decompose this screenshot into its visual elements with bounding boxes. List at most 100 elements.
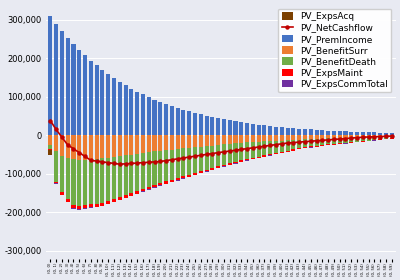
Bar [367, 132, 371, 135]
Bar [291, 128, 296, 135]
Bar [124, 85, 128, 135]
Bar [349, 132, 353, 135]
Bar [83, 55, 87, 135]
Bar [118, 82, 122, 135]
Bar [112, 135, 116, 157]
Bar [72, 135, 76, 159]
Bar [60, 31, 64, 135]
Bar [48, 149, 52, 150]
Bar [66, 135, 70, 158]
Bar [344, 131, 348, 135]
Bar [48, 135, 52, 145]
Bar [164, 135, 168, 150]
Bar [48, 145, 52, 149]
Bar [135, 92, 139, 135]
Bar [297, 135, 301, 140]
Bar [326, 135, 330, 138]
Bar [158, 135, 162, 151]
Bar [372, 137, 376, 140]
Bar [355, 132, 359, 135]
Bar [228, 135, 232, 144]
Bar [199, 135, 203, 147]
Bar [135, 135, 139, 154]
Bar [210, 146, 214, 168]
Bar [378, 139, 382, 140]
PV_NetCashflow [117, 162, 122, 166]
Bar [326, 138, 330, 144]
Bar [187, 148, 191, 175]
PV_NetCashflow [389, 134, 394, 138]
Bar [257, 135, 261, 142]
Bar [54, 135, 58, 151]
Bar [326, 130, 330, 135]
Bar [303, 147, 307, 148]
Bar [309, 139, 313, 146]
Bar [309, 146, 313, 147]
Bar [314, 146, 318, 147]
Bar [280, 135, 284, 141]
Bar [338, 138, 342, 143]
Bar [274, 135, 278, 141]
Bar [390, 136, 394, 138]
Bar [204, 170, 209, 171]
Bar [239, 122, 243, 135]
Bar [274, 153, 278, 154]
Bar [66, 199, 70, 202]
Bar [100, 70, 104, 135]
Bar [147, 152, 151, 187]
Bar [118, 197, 122, 200]
Bar [274, 141, 278, 153]
Bar [361, 137, 365, 141]
Bar [320, 130, 324, 135]
Bar [303, 129, 307, 135]
Bar [355, 135, 359, 137]
Bar [193, 173, 197, 175]
Bar [338, 131, 342, 135]
Bar [54, 183, 58, 184]
Bar [332, 138, 336, 144]
Bar [320, 135, 324, 139]
Bar [239, 160, 243, 162]
Bar [344, 138, 348, 143]
Bar [129, 89, 133, 135]
Bar [216, 118, 220, 135]
Bar [100, 158, 104, 203]
Bar [147, 189, 151, 190]
Bar [124, 155, 128, 195]
Bar [245, 142, 249, 159]
Bar [89, 135, 93, 159]
Bar [89, 204, 93, 207]
Bar [239, 135, 243, 143]
Bar [262, 125, 266, 135]
Bar [262, 155, 266, 157]
Bar [280, 141, 284, 152]
Bar [314, 130, 318, 135]
Bar [66, 158, 70, 199]
Bar [268, 154, 272, 155]
PV_NetCashflow [170, 158, 174, 161]
Bar [170, 135, 174, 150]
Bar [210, 117, 214, 135]
PV_NetCashflow [152, 160, 157, 164]
PV_NetCashflow [140, 161, 145, 164]
Bar [135, 193, 139, 194]
Bar [291, 140, 296, 150]
Bar [390, 135, 394, 136]
Bar [158, 185, 162, 186]
Bar [176, 108, 180, 135]
Bar [106, 135, 110, 158]
Bar [286, 140, 290, 151]
Bar [361, 135, 365, 137]
Bar [129, 195, 133, 196]
Bar [72, 208, 76, 209]
Bar [332, 131, 336, 135]
Bar [193, 113, 197, 135]
Bar [286, 128, 290, 135]
Bar [95, 204, 99, 207]
Bar [135, 154, 139, 191]
Bar [245, 123, 249, 135]
Bar [66, 38, 70, 135]
Bar [124, 195, 128, 198]
Bar [170, 150, 174, 180]
Bar [164, 181, 168, 184]
